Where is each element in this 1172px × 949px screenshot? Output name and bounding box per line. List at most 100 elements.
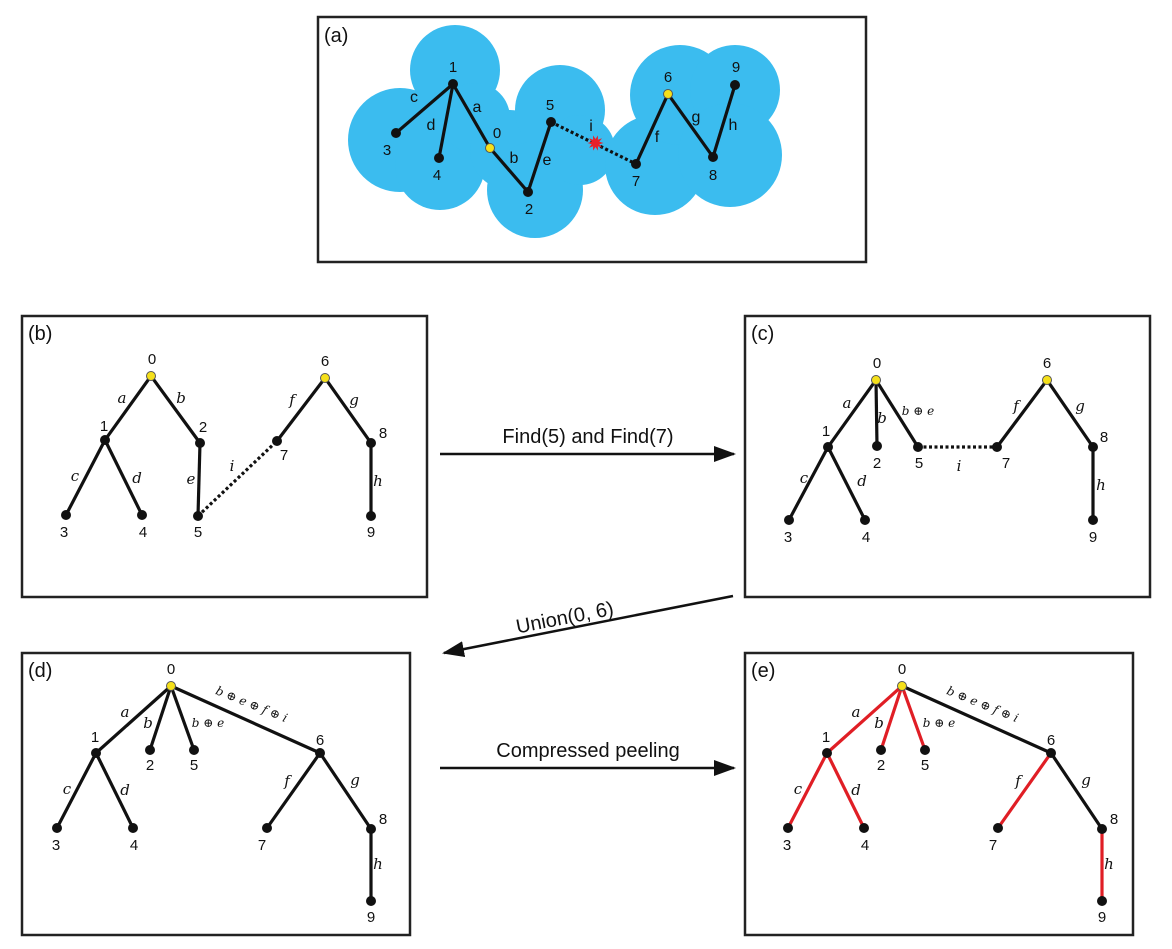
edge-label: a xyxy=(473,99,482,116)
node xyxy=(822,748,832,758)
node-label: 3 xyxy=(52,837,60,854)
node-label: 7 xyxy=(989,837,997,854)
edge-label: b xyxy=(874,714,884,732)
edge-label: g xyxy=(1075,397,1085,415)
node-label: 9 xyxy=(367,909,375,926)
edge-1-3 xyxy=(64,439,107,516)
edge-1-3 xyxy=(787,446,830,521)
node xyxy=(262,823,272,833)
panel-d: (d) ab b ⊕ eb ⊕ e ⊕ f ⊕ i c d f g h 0 1 2 3 4 5 6 7 8 9 xyxy=(20,651,412,937)
edge-2-5 xyxy=(196,442,202,517)
edge-label: a xyxy=(852,703,861,721)
node xyxy=(52,823,62,833)
node-label: 1 xyxy=(449,59,457,76)
panel-label: (c) xyxy=(751,323,774,345)
node-label: 8 xyxy=(379,811,387,828)
node-label: 7 xyxy=(1002,455,1010,472)
root-node xyxy=(146,371,156,381)
edge-label: h xyxy=(373,855,383,873)
node-label: 7 xyxy=(258,837,266,854)
node-label: 4 xyxy=(130,837,138,854)
root-node xyxy=(166,681,176,691)
root-node xyxy=(320,373,330,383)
node-label: 5 xyxy=(546,97,554,114)
node-label: 0 xyxy=(873,355,881,372)
arrow-label: Union(0, 6) xyxy=(514,598,615,638)
edge-6-8 xyxy=(666,93,715,158)
edge-label: b xyxy=(143,714,153,732)
edge-0-2 xyxy=(874,379,879,447)
edge-6-7 xyxy=(265,752,322,829)
transition-arrow-c-d: Union(0, 6) xyxy=(442,594,734,657)
node-label: 3 xyxy=(60,524,68,541)
edge-label: a xyxy=(118,389,127,407)
edge-0-1 xyxy=(826,379,878,448)
edge-label: h xyxy=(729,117,738,134)
edge-label: h xyxy=(1104,855,1114,873)
edge-label: a xyxy=(121,703,130,721)
node-label: 4 xyxy=(862,529,870,546)
node xyxy=(366,438,376,448)
node-label: 2 xyxy=(873,455,881,472)
edge-0-2 xyxy=(488,146,530,194)
panel-label: (e) xyxy=(751,660,775,682)
arrow-label: Compressed peeling xyxy=(496,740,679,762)
edge-label: f xyxy=(283,772,292,790)
node xyxy=(1088,442,1098,452)
coverage-region xyxy=(348,25,782,238)
node xyxy=(920,745,930,755)
node-label: 6 xyxy=(664,69,672,86)
node xyxy=(823,442,833,452)
node-label: 8 xyxy=(1110,811,1118,828)
node-label: 1 xyxy=(91,729,99,746)
edge-0-1 xyxy=(103,375,153,441)
node xyxy=(631,159,641,169)
node-label: 0 xyxy=(148,351,156,368)
edge-6-7 xyxy=(275,377,327,442)
node-label: 8 xyxy=(709,167,717,184)
node xyxy=(366,824,376,834)
panel-a: (a) cd a b e i f g h 0 1 2 3 4 5 6 7 8 9 xyxy=(316,15,868,264)
edge-label: f xyxy=(1012,397,1021,415)
node-label: 5 xyxy=(190,757,198,774)
edge-label: f xyxy=(288,391,297,409)
edge-label: f xyxy=(1014,772,1023,790)
edge-6-7 xyxy=(996,752,1053,829)
edge-label: c xyxy=(800,469,809,487)
node-label: 0 xyxy=(493,125,501,142)
edge-label: e xyxy=(187,470,196,488)
edge-1-4 xyxy=(825,752,866,829)
node xyxy=(434,153,444,163)
edge-label: g xyxy=(350,771,360,789)
node-label: 2 xyxy=(525,201,533,218)
node-label: 8 xyxy=(379,425,387,442)
node-label: 3 xyxy=(383,142,391,159)
edge-0-6 xyxy=(901,684,1052,755)
edge-label: i xyxy=(957,457,962,475)
node xyxy=(366,896,376,906)
node xyxy=(128,823,138,833)
node-label: 0 xyxy=(898,661,906,678)
edge-label: d xyxy=(120,781,130,799)
node xyxy=(993,823,1003,833)
node xyxy=(137,510,147,520)
node-label: 4 xyxy=(139,524,147,541)
transition-arrow-b-c: Find(5) and Find(7) xyxy=(440,426,736,462)
panel-label: (a) xyxy=(324,25,348,47)
edge-label: c xyxy=(410,89,418,106)
node xyxy=(876,745,886,755)
panel-frame xyxy=(20,651,412,937)
edge-label: b xyxy=(510,150,519,167)
node-label: 7 xyxy=(280,447,288,464)
edge-1-4 xyxy=(826,446,867,521)
edge-0-5 xyxy=(169,685,196,751)
node-label: 1 xyxy=(822,423,830,440)
node xyxy=(783,823,793,833)
transition-arrow-d-e: Compressed peeling xyxy=(440,740,736,776)
edge-6-7 xyxy=(995,379,1049,448)
edge-0-1 xyxy=(94,684,173,755)
node xyxy=(784,515,794,525)
edge-label: e xyxy=(543,152,552,169)
panel-frame xyxy=(20,314,429,599)
